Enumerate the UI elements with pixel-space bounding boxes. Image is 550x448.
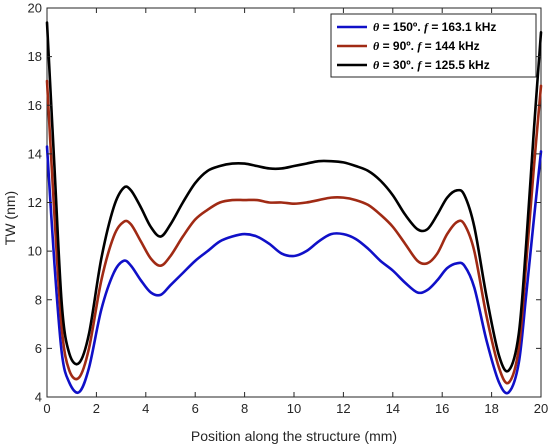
tick-labels: 0 2 4 6 8 10 12 14 16 18 20 4 6 8 10 12 14 16 18 20 xyxy=(28,1,549,417)
y-tick-label: 12 xyxy=(28,195,42,210)
legend-text-part: θ xyxy=(373,20,380,34)
x-tick-label: 0 xyxy=(43,401,50,416)
y-tick-label: 4 xyxy=(35,390,42,405)
x-tick-label: 14 xyxy=(386,401,400,416)
series-line-3 xyxy=(45,21,543,373)
y-tick-label: 18 xyxy=(28,49,42,64)
legend-text-part: = 163.1 kHz xyxy=(428,20,496,34)
legend-text-part: = 90º. xyxy=(379,39,417,53)
legend-text-part: = 144 kHz xyxy=(421,39,479,53)
y-tick-label: 16 xyxy=(28,98,42,113)
legend-text-part: f xyxy=(417,39,422,53)
x-tick-label: 12 xyxy=(336,401,350,416)
x-axis-label: Position along the structure (mm) xyxy=(191,428,397,444)
y-axis-label: TW (nm) xyxy=(2,191,18,245)
x-tick-label: 2 xyxy=(93,401,100,416)
y-tick-label: 8 xyxy=(35,292,42,307)
legend-text-part: θ xyxy=(373,39,380,53)
x-tick-label: 8 xyxy=(241,401,248,416)
x-tick-label: 10 xyxy=(287,401,301,416)
series-line-1 xyxy=(45,145,543,395)
y-tick-label: 20 xyxy=(28,1,42,16)
y-tick-label: 14 xyxy=(28,146,42,161)
legend-entry-1: θ = 150º. f = 163.1 kHz xyxy=(373,20,496,34)
legend-entry-3: θ = 30º. f = 125.5 kHz xyxy=(373,58,490,72)
legend-text-part: θ xyxy=(373,58,380,72)
legend-text-part: = 150º. xyxy=(379,20,424,34)
series-lines xyxy=(45,21,543,395)
legend-text-part: = 30º. xyxy=(379,58,417,72)
x-tick-label: 16 xyxy=(435,401,449,416)
x-tick-label: 4 xyxy=(142,401,149,416)
x-tick-label: 6 xyxy=(192,401,199,416)
legend-text-part: f xyxy=(424,20,429,34)
series-line-2 xyxy=(45,79,543,385)
x-tick-label: 18 xyxy=(484,401,498,416)
y-tick-label: 6 xyxy=(35,341,42,356)
axis-ticks xyxy=(46,7,542,398)
y-tick-label: 10 xyxy=(28,244,42,259)
legend-text-part: = 125.5 kHz xyxy=(421,58,489,72)
legend-entry-2: θ = 90º. f = 144 kHz xyxy=(373,39,480,53)
x-tick-label: 20 xyxy=(534,401,548,416)
legend-text-part: f xyxy=(417,58,422,72)
